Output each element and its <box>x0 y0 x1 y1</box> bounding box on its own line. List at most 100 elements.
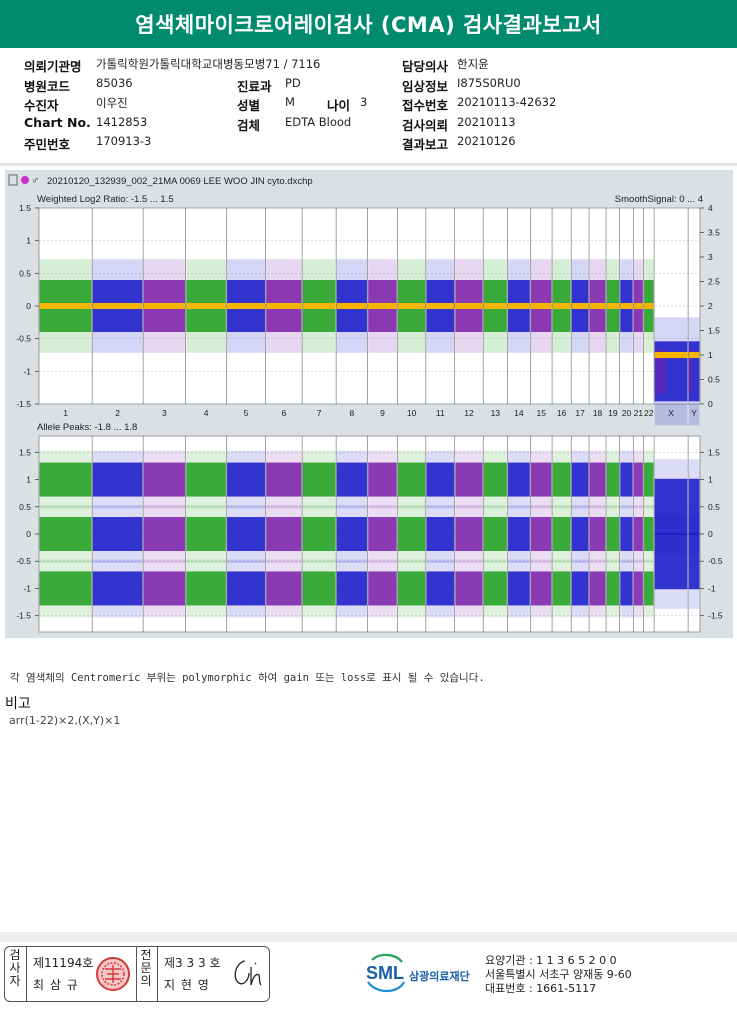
allele-scatter-halo <box>39 450 92 509</box>
chromosome-label-9: 9 <box>380 408 385 418</box>
smooth-signal-line <box>227 303 265 309</box>
smooth-signal-line <box>143 303 186 309</box>
y2-tick-label: 0 <box>708 529 713 539</box>
allele-scatter-halo <box>530 505 552 563</box>
allele-peak-points <box>39 462 92 497</box>
chromosome-band-18 <box>589 259 606 353</box>
allele-peak-points <box>508 517 530 551</box>
allele-peak-points <box>92 462 143 497</box>
remarks-body: arr(1-22)×2,(X,Y)×1 <box>9 714 121 727</box>
allele-peak-points <box>606 462 620 497</box>
institution-value: 가톨릭학원가톨릭대학교대병동모병71 / 7116 <box>96 57 321 71</box>
allele-scatter-halo <box>455 450 483 509</box>
file-icon <box>8 174 18 186</box>
allele-peak-points <box>266 517 302 551</box>
patient-value: 이우진 <box>96 96 128 110</box>
allele-peak-points <box>143 517 186 551</box>
org-code: 요양기관 : 1 1 3 6 5 2 0 0 <box>485 954 617 967</box>
chromosome-band-19 <box>606 259 620 353</box>
allele-scatter-halo <box>508 450 530 509</box>
chart1-right-title: SmoothSignal: 0 ... 4 <box>615 194 703 205</box>
org-phone: 대표번호 : 1661-5117 <box>485 982 597 995</box>
chromosome-label-11: 11 <box>436 408 445 418</box>
smooth-signal-line <box>508 303 530 309</box>
specialist-signature-icon <box>234 960 262 986</box>
examiner-title-char: 자 <box>9 974 21 988</box>
allele-peak-points <box>336 571 367 606</box>
allele-scatter-halo <box>606 505 620 563</box>
allele-peak-points <box>426 517 455 551</box>
specimen-value: EDTA Blood <box>285 115 352 129</box>
sex-value: M <box>285 95 295 109</box>
chromosome-band-Y <box>688 317 700 426</box>
hospital-code-label: 병원코드 <box>24 79 71 94</box>
footer-divider <box>0 932 737 942</box>
allele-peak-points <box>620 462 633 497</box>
chromosome-band-X <box>654 317 688 426</box>
chromosome-band-10 <box>397 450 426 618</box>
smooth-signal-line <box>426 303 455 309</box>
rrn-label: 주민번호 <box>24 137 71 152</box>
allele-scatter-halo <box>644 450 654 509</box>
allele-scatter-halo <box>186 559 226 618</box>
allele-peak-points <box>368 571 397 606</box>
female-marker-icon <box>21 176 29 184</box>
allele-peak-points <box>530 462 552 497</box>
allele-scatter-halo <box>606 559 620 618</box>
allele-peak-points <box>143 571 186 606</box>
allele-peak-points <box>530 571 552 606</box>
y2-tick-label: 1 <box>708 475 713 485</box>
smooth-signal-line <box>654 352 688 358</box>
chromosome-label-18: 18 <box>593 408 603 418</box>
allele-peak-points <box>336 462 367 497</box>
chromosome-band-13 <box>483 450 507 618</box>
allele-peak-points <box>336 517 367 551</box>
allele-scatter-halo <box>633 450 643 509</box>
allele-scatter-halo <box>552 505 571 563</box>
examiner-name: 최 삼 규 <box>33 978 79 992</box>
allele-scatter-halo <box>633 505 643 563</box>
y2-tick-label: 3.5 <box>708 228 720 238</box>
allele-scatter-halo <box>654 513 688 609</box>
chromosome-band-10 <box>397 259 426 353</box>
allele-peak-points <box>633 517 643 551</box>
request-label: 검사의뢰 <box>402 118 449 133</box>
cma-chart: ♂ 20210120_132939_002_21MA 0069 LEE WOO J… <box>8 174 723 633</box>
chromosome-band-12 <box>455 259 483 353</box>
doctor-label: 담당의사 <box>402 59 449 74</box>
allele-scatter-halo <box>620 505 633 563</box>
y-tick-label: -1 <box>23 366 31 376</box>
allele-scatter-halo <box>644 559 654 618</box>
allele-scatter-halo <box>368 559 397 618</box>
doctor-value: 한지윤 <box>457 57 489 71</box>
chromosome-band-16 <box>552 450 571 618</box>
chromosome-label-13: 13 <box>491 408 501 418</box>
chromosome-band-1 <box>39 450 92 618</box>
smooth-signal-line <box>302 303 336 309</box>
remarks-title: 비고 <box>5 696 31 712</box>
allele-peak-points <box>654 533 688 590</box>
smooth-signal-line <box>186 303 226 309</box>
allele-scatter-halo <box>620 559 633 618</box>
allele-scatter-halo <box>483 559 507 618</box>
allele-scatter-halo <box>227 559 265 618</box>
org-name: 삼광의료재단 <box>409 969 470 983</box>
allele-scatter-halo <box>426 559 455 618</box>
allele-peak-points <box>552 571 571 606</box>
chromosome-label-X: X <box>668 408 674 418</box>
y2-tick-label: 2.5 <box>708 277 720 287</box>
allele-peak-points <box>644 462 654 497</box>
patient-info: 의뢰기관명 가톨릭학원가톨릭대학교대병동모병71 / 7116 담당의사 한지윤… <box>0 52 737 156</box>
allele-peak-points <box>39 571 92 606</box>
allele-peak-points <box>688 533 700 590</box>
smooth-signal-line <box>633 303 643 309</box>
report-title: 염색체마이크로어레이검사 (CMA) 검사결과보고서 <box>0 0 737 48</box>
chromosome-label-20: 20 <box>622 408 632 418</box>
specialist-title-char: 의 <box>140 974 152 988</box>
divider-line <box>136 947 137 1001</box>
allele-scatter-halo <box>302 505 336 563</box>
allele-scatter-halo <box>589 559 606 618</box>
receipt-label: 접수번호 <box>402 98 449 113</box>
specialist-title-char: 전 <box>140 948 152 962</box>
allele-peak-points <box>530 517 552 551</box>
